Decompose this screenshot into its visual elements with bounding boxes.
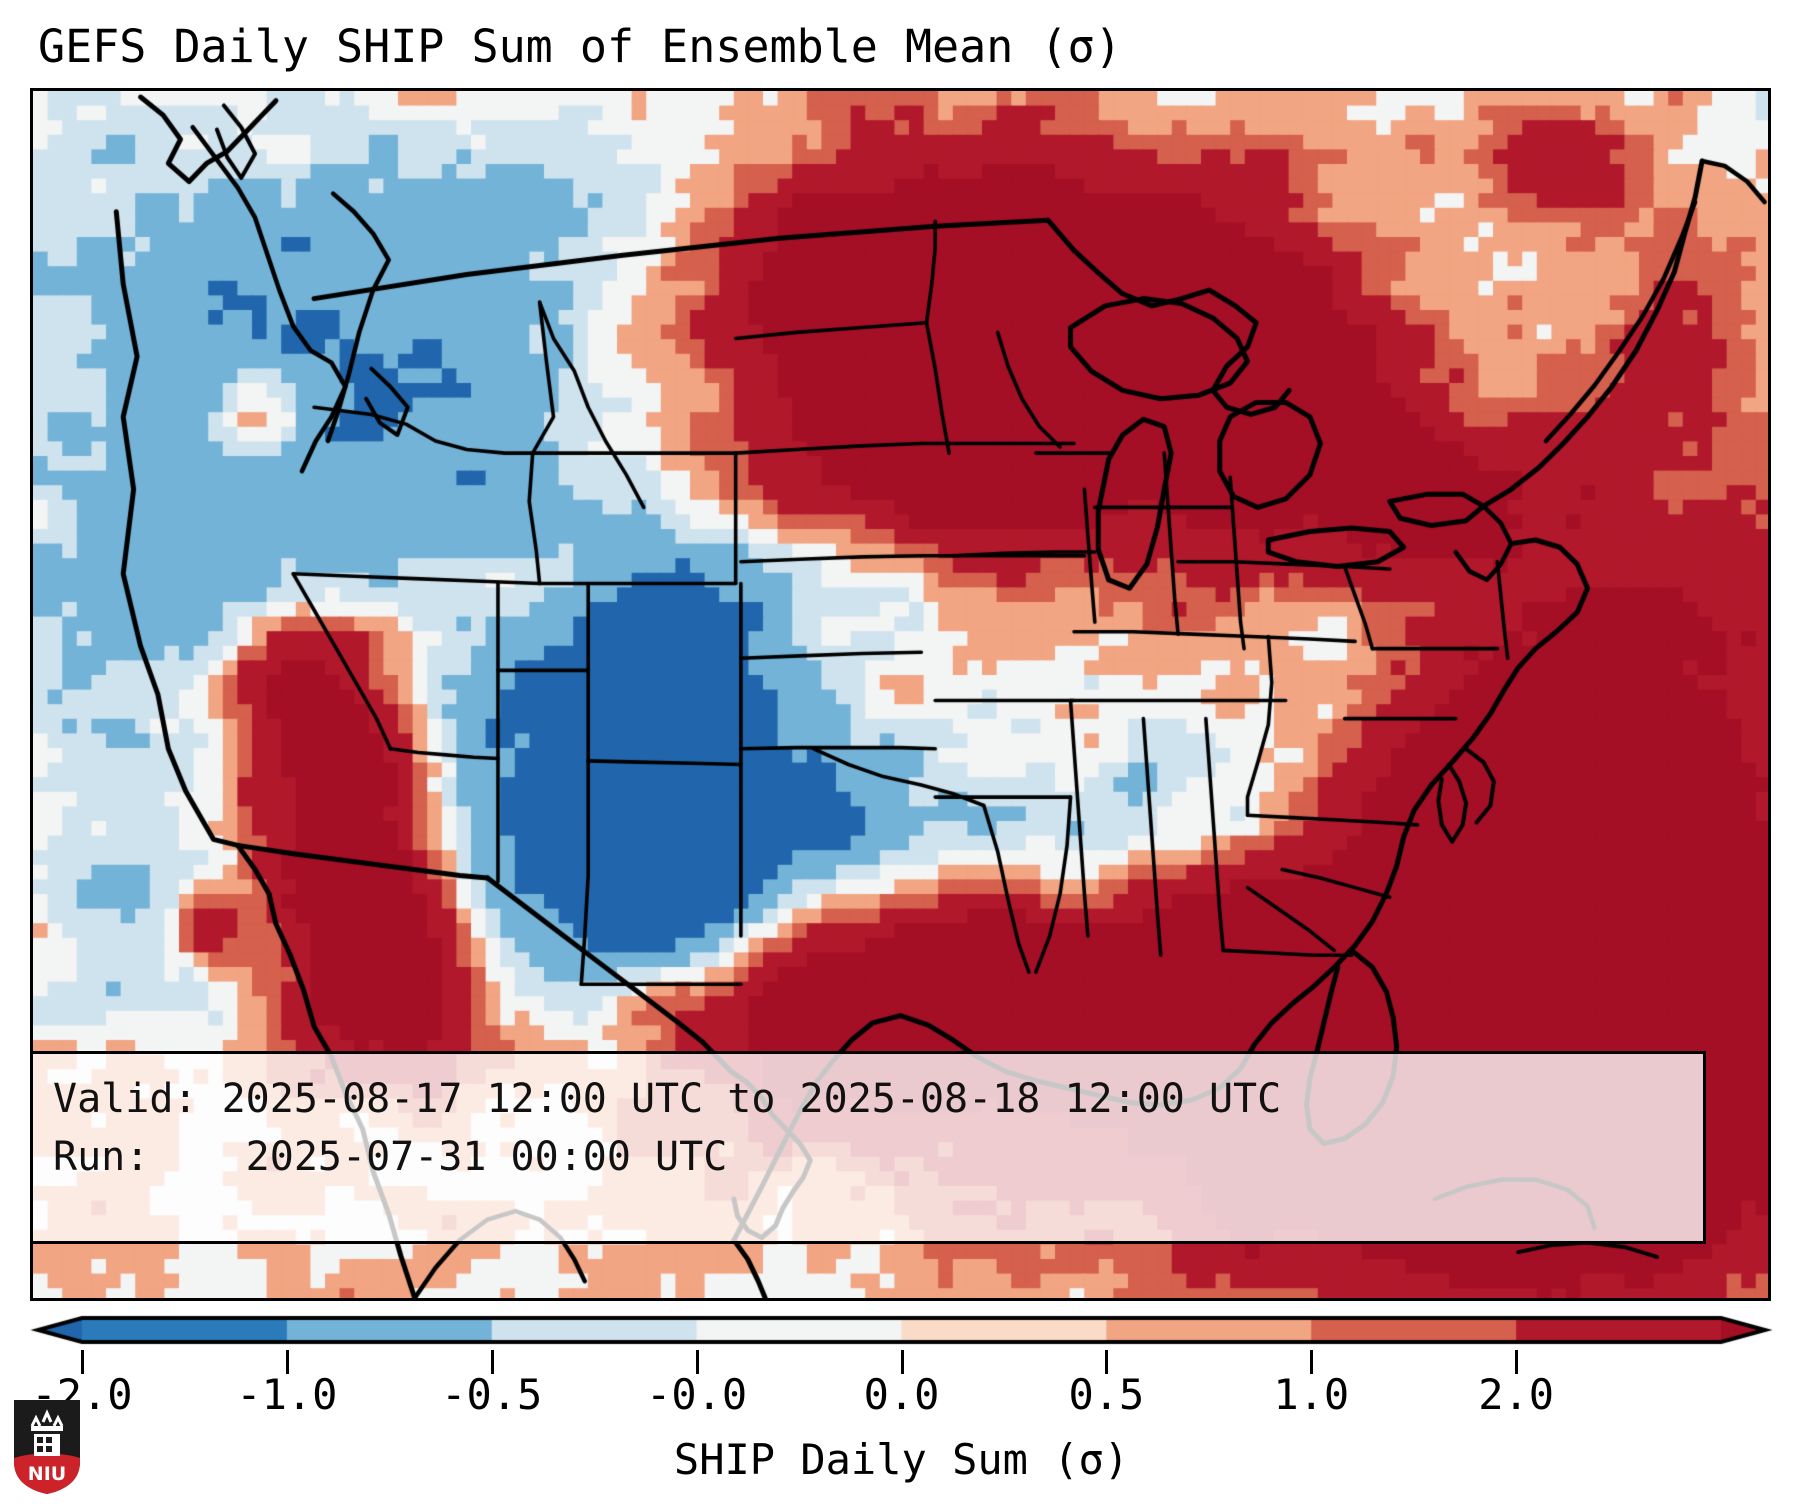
colorbar-tick-label: 0.5 xyxy=(1068,1370,1145,1419)
colorbar-tick xyxy=(900,1350,904,1374)
run-time-line: Run: 2025-07-31 00:00 UTC xyxy=(53,1134,728,1180)
colorbar-tick xyxy=(490,1350,494,1374)
colorbar-tick-label: -1.0 xyxy=(236,1370,338,1419)
colorbar-tick xyxy=(285,1350,289,1374)
colorbar-tick-label: 2.0 xyxy=(1478,1370,1555,1419)
colorbar-ticks xyxy=(0,1350,1803,1376)
colorbar-tick xyxy=(1310,1350,1314,1374)
colorbar-tick-label: -0.5 xyxy=(441,1370,543,1419)
colorbar-tick xyxy=(81,1350,84,1374)
svg-text:NIU: NIU xyxy=(28,1463,66,1485)
colorbar-tick-label: 0.0 xyxy=(863,1370,940,1419)
colorbar-tick xyxy=(695,1350,699,1374)
page-title: GEFS Daily SHIP Sum of Ensemble Mean (σ) xyxy=(38,20,1122,73)
colorbar-gradient xyxy=(0,1304,1803,1350)
niu-logo-icon: NIU xyxy=(14,1400,80,1494)
metadata-info-box: Valid: 2025-08-17 12:00 UTC to 2025-08-1… xyxy=(30,1051,1706,1244)
colorbar-tick xyxy=(1515,1350,1519,1374)
colorbar-tick-label: -0.0 xyxy=(646,1370,748,1419)
valid-time-line: Valid: 2025-08-17 12:00 UTC to 2025-08-1… xyxy=(53,1076,1282,1122)
colorbar-tick xyxy=(1105,1350,1109,1374)
colorbar-axis-label: SHIP Daily Sum (σ) xyxy=(673,1435,1130,1484)
colorbar-tick-labels: -2.0 -1.0 -0.5 -0.0 0.0 0.5 1.0 2.0 xyxy=(0,1368,1803,1428)
colorbar[interactable] xyxy=(0,1304,1803,1374)
colorbar-tick-label: 1.0 xyxy=(1273,1370,1350,1419)
